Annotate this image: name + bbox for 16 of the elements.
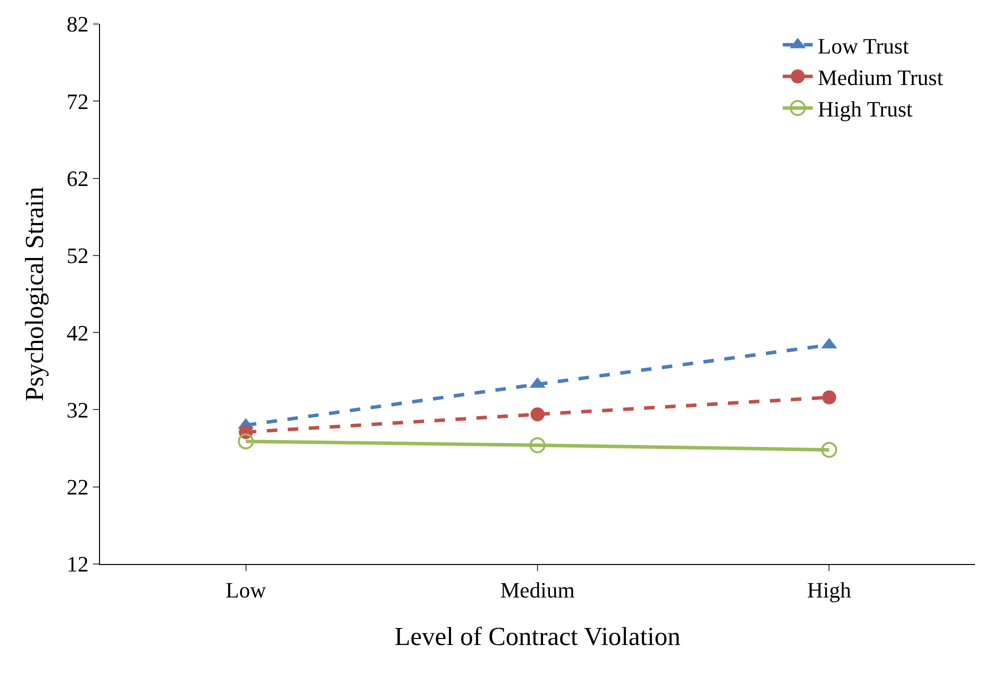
y-axis-title: Psychological Strain: [20, 186, 49, 402]
y-tick-label: 22: [66, 474, 89, 500]
y-tick-label: 52: [66, 243, 89, 268]
y-tick-label: 72: [66, 88, 89, 114]
y-tick-label: 62: [66, 166, 89, 191]
legend-label: Medium Trust: [818, 64, 944, 90]
x-tick-label: High: [807, 577, 852, 602]
legend-label: Low Trust: [818, 33, 909, 58]
x-tick-label: Medium: [500, 577, 575, 602]
x-axis-title: Level of Contract Violation: [394, 622, 681, 652]
legend-label: High Trust: [818, 96, 913, 122]
y-tick-label: 12: [66, 552, 89, 577]
y-tick-label: 32: [66, 397, 89, 422]
x-tick-label: Low: [226, 577, 266, 602]
y-tick-label: 82: [66, 12, 89, 37]
y-tick-label: 42: [66, 320, 89, 346]
